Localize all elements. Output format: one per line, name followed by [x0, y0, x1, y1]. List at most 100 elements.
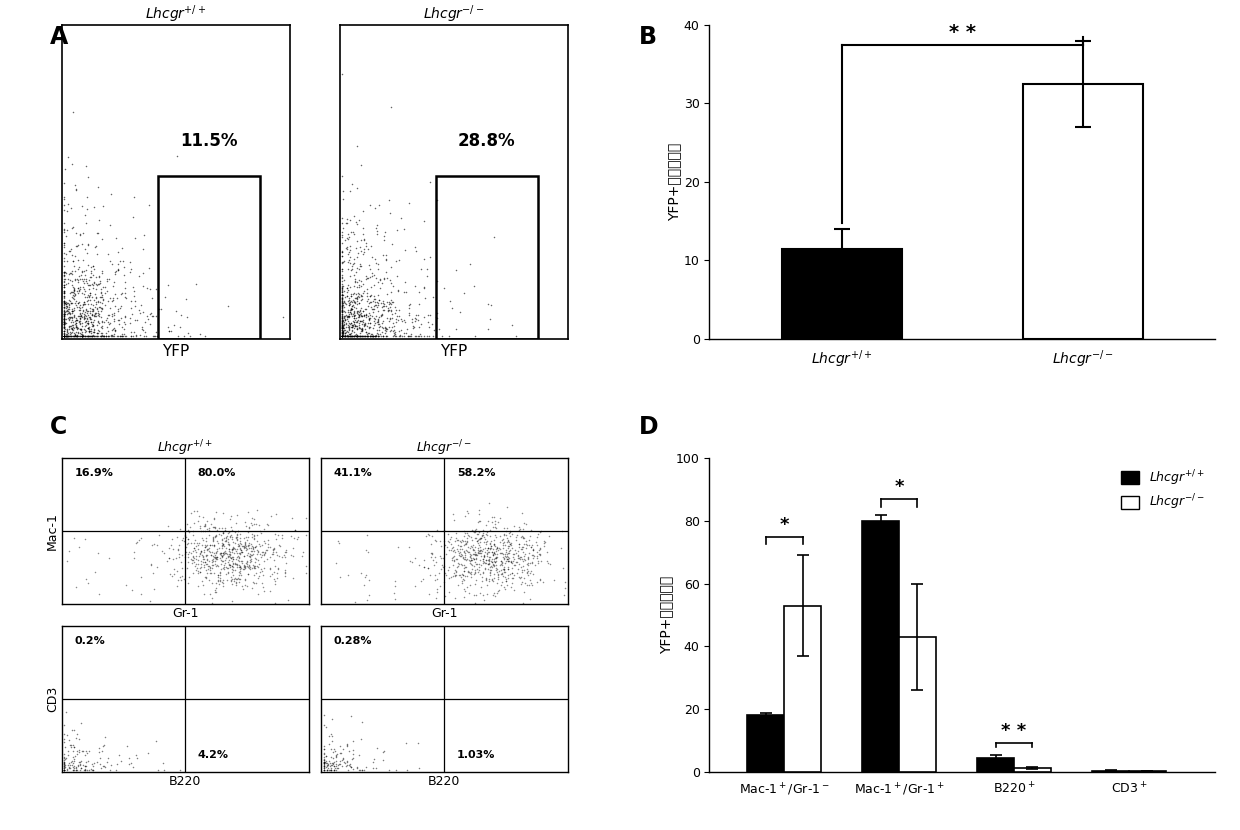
Point — [195, 540, 215, 554]
Point — [64, 310, 84, 323]
Point — [104, 266, 124, 279]
Point — [474, 549, 494, 563]
Point — [358, 329, 378, 342]
Point — [398, 299, 418, 312]
Point — [456, 553, 476, 566]
Point — [360, 316, 379, 330]
Point — [55, 324, 74, 337]
Point — [345, 291, 365, 305]
Point — [55, 329, 74, 342]
Point — [368, 198, 388, 212]
Point — [124, 325, 144, 339]
Point — [241, 563, 260, 576]
Point — [315, 750, 335, 764]
Point — [74, 762, 94, 775]
Point — [360, 329, 379, 342]
Point — [377, 287, 397, 300]
Point — [244, 529, 264, 542]
Point — [491, 564, 511, 577]
Point — [455, 526, 475, 540]
Point — [332, 320, 352, 333]
Point — [383, 316, 403, 330]
Point — [216, 523, 236, 536]
Point — [191, 545, 211, 559]
Point — [394, 326, 414, 339]
Point — [184, 550, 203, 564]
Point — [237, 557, 257, 570]
Point — [72, 329, 92, 342]
Point — [69, 329, 89, 342]
Point — [360, 329, 379, 342]
Point — [476, 556, 496, 569]
Point — [87, 239, 107, 252]
Point — [55, 326, 74, 339]
Point — [181, 546, 201, 559]
Point — [114, 268, 134, 281]
Point — [360, 320, 379, 334]
Point — [229, 547, 249, 560]
Point — [195, 587, 215, 600]
Point — [221, 529, 241, 542]
Point — [451, 542, 471, 555]
Point — [332, 325, 352, 338]
Point — [357, 329, 377, 342]
Point — [485, 551, 505, 564]
Point — [501, 580, 521, 593]
Point — [56, 329, 76, 342]
Point — [332, 320, 352, 333]
Point — [275, 566, 295, 579]
Point — [133, 242, 153, 256]
Point — [339, 310, 358, 323]
Point — [347, 315, 367, 329]
Point — [236, 573, 255, 586]
Point — [193, 510, 213, 524]
Point — [326, 754, 346, 768]
Point — [484, 538, 503, 551]
Point — [56, 266, 76, 279]
Point — [221, 574, 241, 587]
Point — [97, 285, 117, 298]
Point — [339, 310, 358, 323]
Point — [491, 547, 511, 560]
Point — [71, 322, 91, 335]
Point — [479, 557, 498, 570]
Point — [241, 544, 260, 557]
Point — [469, 514, 489, 527]
Point — [332, 289, 352, 302]
Point — [432, 540, 451, 553]
Point — [432, 559, 451, 572]
Point — [100, 329, 120, 342]
Point — [141, 557, 161, 570]
Point — [61, 201, 81, 214]
Point — [89, 758, 109, 771]
Point — [363, 329, 383, 342]
Point — [480, 569, 500, 582]
Point — [217, 560, 237, 574]
Point — [330, 754, 350, 767]
Point — [439, 564, 459, 577]
Point — [321, 764, 341, 777]
Point — [346, 329, 366, 342]
Point — [485, 546, 505, 559]
Point — [322, 712, 342, 725]
Point — [441, 552, 461, 565]
Point — [402, 329, 422, 342]
Point — [254, 554, 274, 568]
Point — [78, 288, 98, 301]
Point — [64, 249, 84, 262]
Point — [94, 759, 114, 773]
Point — [342, 753, 362, 766]
Point — [398, 329, 418, 342]
Point — [78, 576, 98, 589]
Point — [371, 308, 391, 321]
Point — [108, 329, 128, 342]
Point — [213, 579, 233, 593]
Point — [384, 328, 404, 341]
Point — [332, 284, 352, 297]
Point — [223, 564, 243, 577]
Point — [82, 329, 102, 342]
Point — [55, 759, 74, 773]
Point — [265, 596, 285, 609]
Point — [144, 329, 164, 342]
Point — [469, 560, 489, 574]
